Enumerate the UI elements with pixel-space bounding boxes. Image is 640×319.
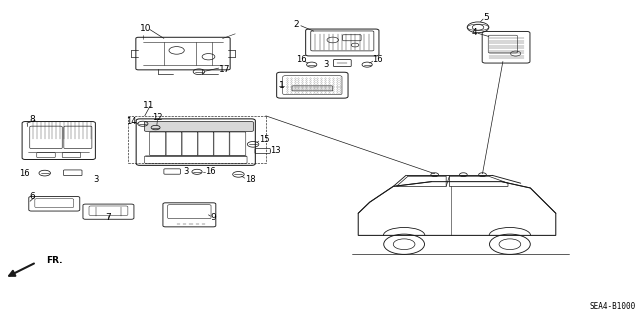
- Text: 18: 18: [245, 175, 255, 184]
- Text: 14: 14: [125, 117, 136, 126]
- Text: 6: 6: [29, 192, 35, 201]
- Text: 16: 16: [372, 56, 383, 64]
- Text: SEA4-B1000: SEA4-B1000: [589, 302, 636, 311]
- Text: 3: 3: [94, 174, 99, 184]
- Text: 2: 2: [293, 20, 299, 29]
- Text: 16: 16: [296, 56, 307, 64]
- Text: 8: 8: [29, 115, 35, 123]
- FancyBboxPatch shape: [145, 122, 253, 131]
- Text: FR.: FR.: [46, 256, 63, 265]
- Text: 3: 3: [323, 60, 328, 69]
- Text: 13: 13: [270, 146, 281, 155]
- Text: 3: 3: [183, 167, 188, 176]
- Text: 1: 1: [278, 81, 284, 90]
- Text: 5: 5: [483, 13, 489, 22]
- Text: 16: 16: [19, 169, 29, 178]
- Text: 15: 15: [259, 135, 269, 145]
- Text: 7: 7: [105, 213, 111, 222]
- Text: 9: 9: [211, 213, 216, 222]
- Text: 10: 10: [140, 24, 152, 33]
- Text: 11: 11: [143, 100, 154, 110]
- Text: 16: 16: [205, 167, 216, 176]
- FancyBboxPatch shape: [292, 86, 333, 91]
- Text: 17: 17: [220, 65, 231, 74]
- Text: 4: 4: [472, 27, 477, 37]
- Text: 12: 12: [152, 113, 163, 122]
